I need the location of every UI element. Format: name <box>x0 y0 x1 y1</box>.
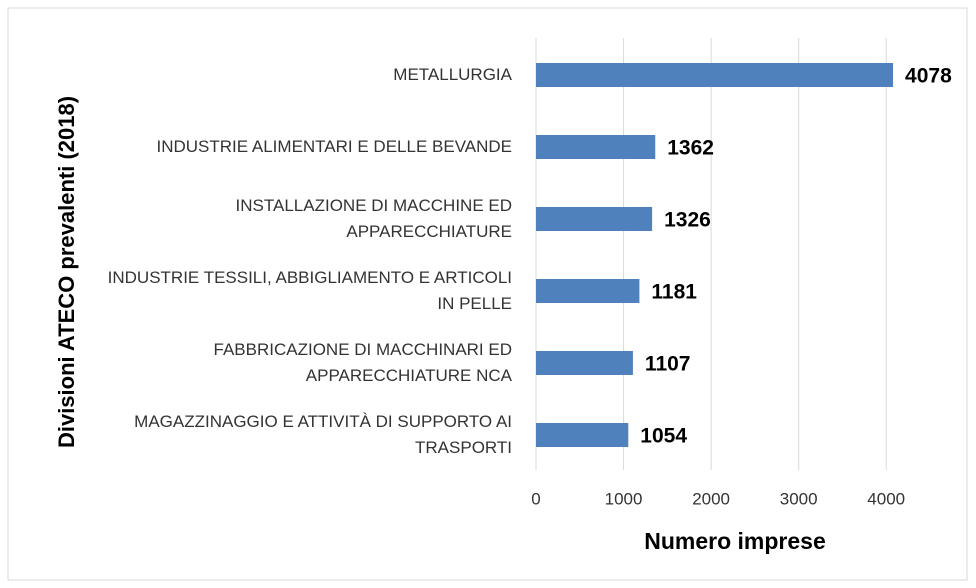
bar <box>536 63 894 87</box>
chart-border <box>7 7 968 581</box>
x-axis-title: Numero imprese <box>644 528 826 554</box>
x-tick-label: 2000 <box>692 489 730 508</box>
bar <box>536 351 633 375</box>
y-tick-label: FABBRICAZIONE DI MACCHINARI ED APPARECCH… <box>213 340 512 385</box>
y-tick-label: INSTALLAZIONE DI MACCHINE ED APPARECCHIA… <box>235 196 512 241</box>
x-tick-label: 4000 <box>867 489 905 508</box>
y-tick-label: INDUSTRIE TESSILI, ABBIGLIAMENTO E ARTIC… <box>107 268 512 313</box>
bar <box>536 423 629 447</box>
data-label: 1362 <box>667 137 714 160</box>
y-axis-title: Divisioni ATECO prevalenti (2018) <box>54 96 79 448</box>
y-tick-label: METALLURGIA <box>393 65 512 84</box>
x-tick-label: 1000 <box>605 489 643 508</box>
data-label: 1054 <box>640 425 687 448</box>
data-label: 1326 <box>664 209 711 232</box>
data-label: 4078 <box>905 65 952 88</box>
data-label: 1181 <box>651 281 697 304</box>
bar <box>536 135 656 159</box>
bar <box>536 207 653 231</box>
data-label: 1107 <box>645 353 691 376</box>
x-tick-label: 0 <box>531 489 540 508</box>
y-tick-label: MAGAZZINAGGIO E ATTIVITÀ DI SUPPORTO AI … <box>134 412 512 457</box>
bar <box>536 279 640 303</box>
x-tick-label: 3000 <box>780 489 818 508</box>
y-tick-label: INDUSTRIE ALIMENTARI E DELLE BEVANDE <box>156 137 512 156</box>
